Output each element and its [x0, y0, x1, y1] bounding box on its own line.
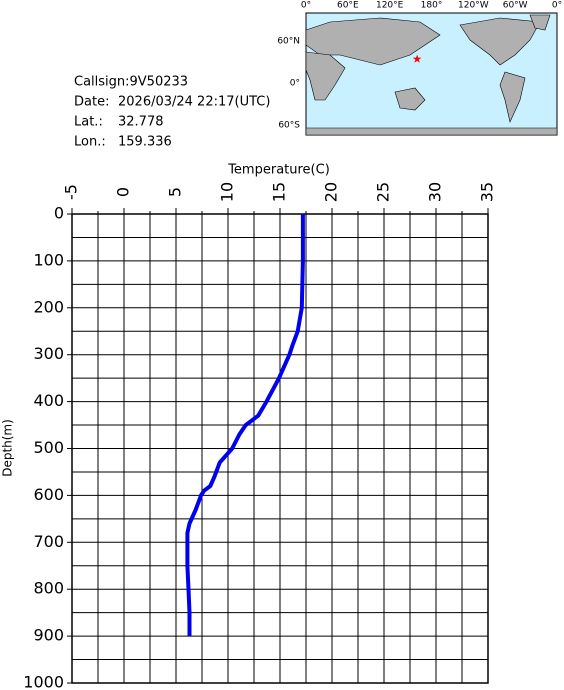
continents [305, 14, 558, 136]
x-tick-label: 5 [166, 187, 185, 197]
x-tick-label: 15 [270, 182, 289, 202]
map-lat-label: 60°S [278, 121, 300, 131]
plot-frame [71, 213, 489, 684]
date: 2026/03/24 22:17(UTC) [118, 95, 270, 110]
profile-line [185, 214, 305, 637]
y-tick-label: 1000 [23, 673, 64, 690]
callsign: Callsign:9V50233 [74, 75, 188, 90]
y-tick-label: 200 [33, 297, 64, 316]
y-tick-label: 600 [33, 485, 64, 504]
lon-label: Lon.: [74, 135, 106, 150]
map-marker [412, 54, 422, 63]
x-tick-label: 20 [322, 182, 341, 202]
map-lon-label: 120°E [376, 1, 404, 11]
x-tick-label: 10 [218, 182, 237, 202]
x-axis-label: Temperature(C) [227, 163, 330, 178]
date-label: Date: [74, 95, 109, 110]
x-tick-label: 0 [114, 187, 133, 197]
y-tick-label: 0 [54, 204, 64, 223]
x-tick-label: 35 [478, 182, 497, 202]
map-lat-label: 60°N [277, 37, 300, 47]
map-lon-label: 0° [301, 1, 311, 11]
map-lon-label: 0° [552, 1, 562, 11]
y-tick-label: 800 [33, 579, 64, 598]
map-lon-label: 60°E [337, 1, 359, 11]
lat-label: Lat.: [74, 115, 103, 130]
x-tick-label: 30 [426, 182, 445, 202]
y-tick-label: 400 [33, 391, 64, 410]
y-tick-label: 700 [33, 532, 64, 551]
map-lon-label: 120°W [458, 1, 489, 11]
map-lon-label: 180° [421, 1, 443, 11]
lat: 32.778 [118, 115, 164, 130]
y-tick-label: 500 [33, 438, 64, 457]
map-lon-label: 60°W [503, 1, 528, 11]
y-tick-label: 300 [33, 344, 64, 363]
x-tick-label: 25 [374, 182, 393, 202]
lon: 159.336 [118, 135, 172, 150]
y-tick-label: 900 [33, 626, 64, 645]
map-lat-label: 0° [290, 79, 300, 89]
y-tick-label: 100 [33, 250, 64, 269]
x-tick-label: -5 [62, 184, 81, 200]
y-axis-label: Depth(m) [1, 419, 15, 477]
